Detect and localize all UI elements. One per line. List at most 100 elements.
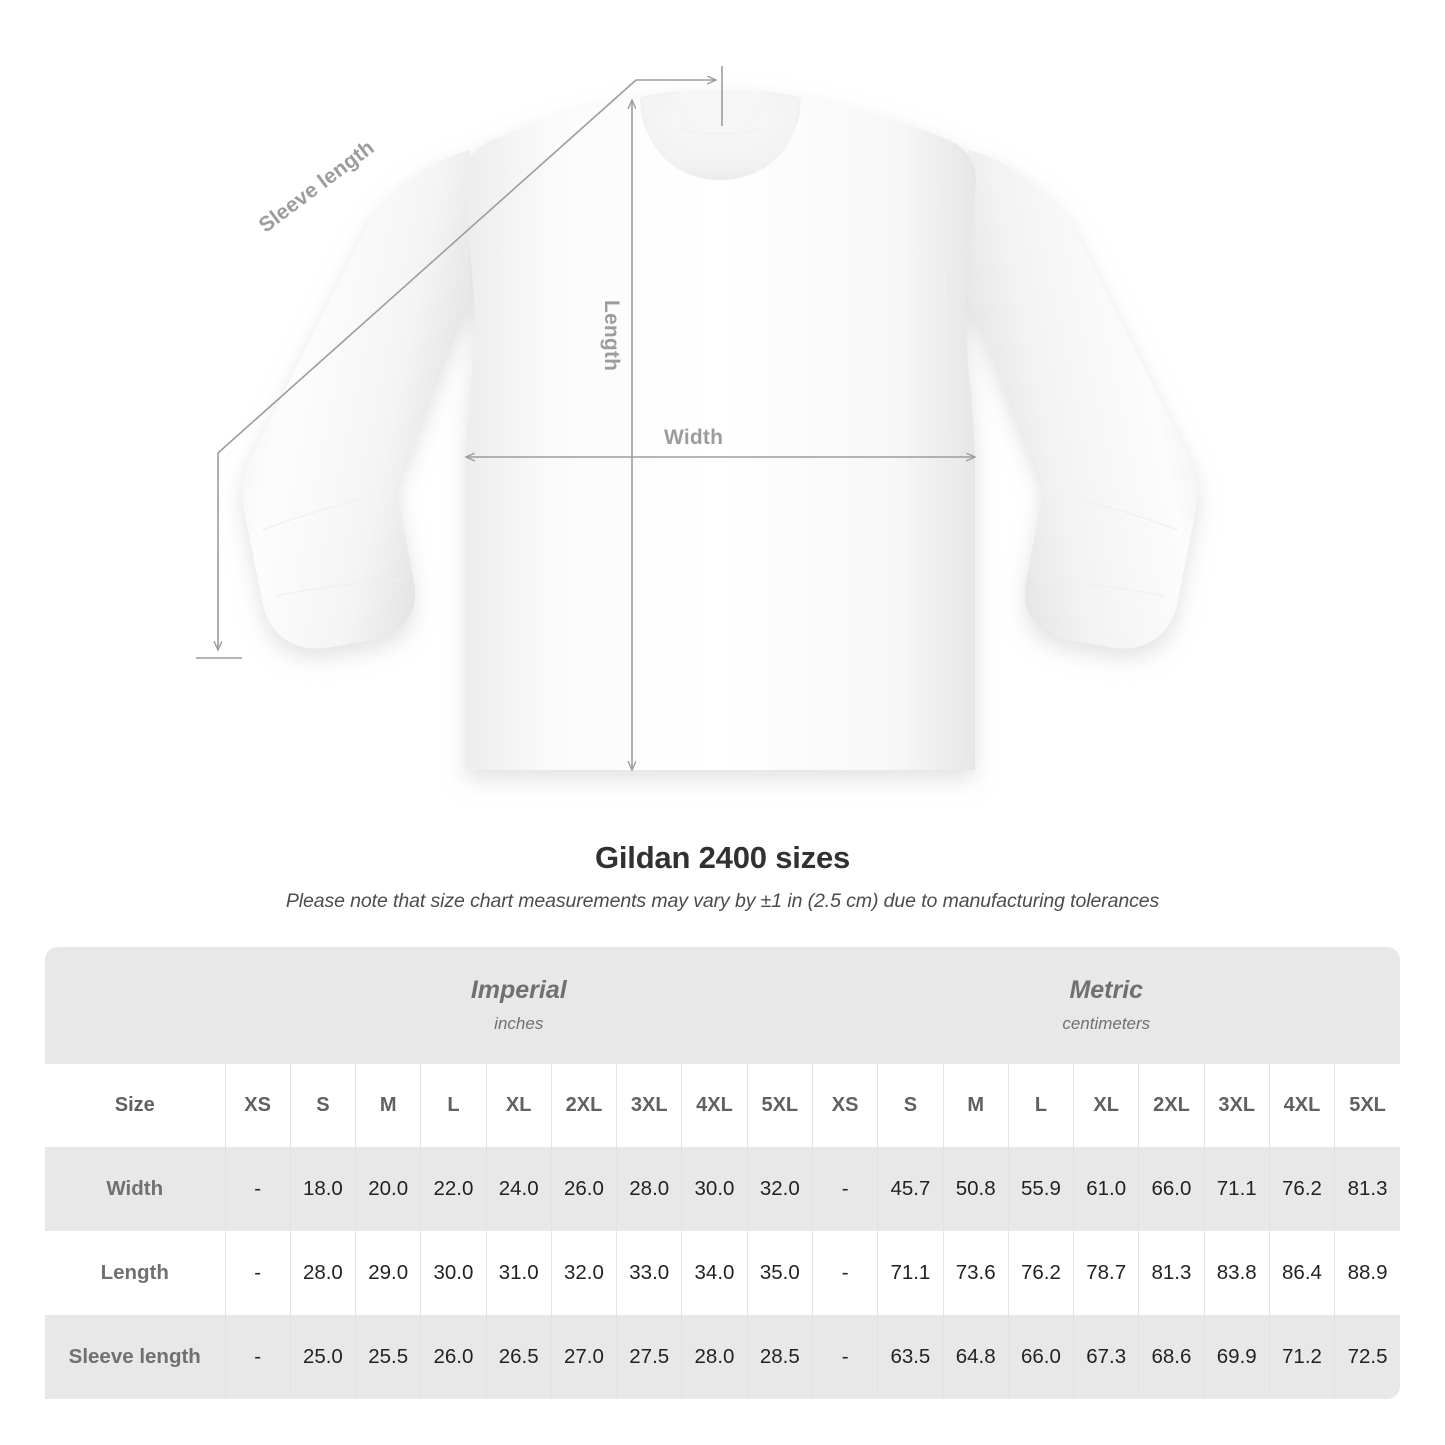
measurement-cell: 25.0	[289, 1315, 356, 1399]
size-header-cell: S	[877, 1064, 944, 1147]
size-header-cell: XS	[224, 1064, 291, 1147]
size-header-cell: M	[355, 1064, 421, 1147]
size-chart-table: Imperial inches Metric centimeters Size X…	[45, 947, 1401, 1399]
title-block: Gildan 2400 sizes Please note that size …	[0, 840, 1445, 913]
measurement-cell: 35.0	[746, 1231, 813, 1315]
shirt-shape	[242, 90, 1198, 770]
length-label: Length	[600, 300, 623, 372]
measurement-cell: -	[224, 1231, 291, 1315]
tolerance-note: Please note that size chart measurements…	[285, 890, 1160, 912]
sleeve-length-dimension-line	[196, 66, 723, 659]
measurement-cell: 69.9	[1203, 1315, 1270, 1399]
measurement-cell: 78.7	[1073, 1231, 1139, 1315]
measurement-cell: 55.9	[1007, 1147, 1074, 1231]
size-header-cell: M	[942, 1064, 1009, 1147]
size-header-cell: 2XL	[550, 1064, 617, 1147]
size-header-cell: XS	[811, 1064, 878, 1147]
measurement-cell: 71.2	[1268, 1315, 1335, 1399]
size-column-header: Size	[45, 1064, 225, 1147]
row-label: Width	[45, 1147, 225, 1231]
measurement-cell: 18.0	[289, 1147, 356, 1231]
measurement-cell: 28.0	[289, 1231, 356, 1315]
size-header-cell: 4XL	[681, 1064, 748, 1147]
size-header-cell: 4XL	[1268, 1064, 1335, 1147]
measurement-cell: 61.0	[1073, 1147, 1139, 1231]
measurement-cell: 30.0	[681, 1147, 748, 1231]
size-chart-table-wrapper: Imperial inches Metric centimeters Size X…	[45, 947, 1401, 1399]
unit-header-row: Imperial inches Metric centimeters	[45, 947, 1401, 1064]
measurement-cell: 64.8	[942, 1315, 1009, 1399]
measurement-cell: -	[224, 1147, 291, 1231]
measurement-cell: -	[811, 1315, 878, 1399]
size-header-cell: 5XL	[746, 1064, 813, 1147]
table-row: Sleeve length -25.0 25.5 26.0 26.5 27.0 27.5 28…	[45, 1315, 1401, 1399]
measurement-cell: 26.0	[550, 1147, 617, 1231]
unit-name-metric: Metric	[1069, 976, 1144, 1005]
measurement-cell: 45.7	[877, 1147, 944, 1231]
measurement-cell: 71.1	[1203, 1147, 1270, 1231]
size-header-cell: 5XL	[1334, 1064, 1401, 1147]
measurement-cell: 34.0	[681, 1231, 748, 1315]
measurement-cell: 27.0	[550, 1315, 617, 1399]
measurement-cell: 81.3	[1334, 1147, 1401, 1231]
measurement-cell: 28.0	[616, 1147, 682, 1231]
measurement-cell: 72.5	[1334, 1315, 1401, 1399]
measurement-cell: 32.0	[550, 1231, 617, 1315]
measurement-cell: 81.3	[1138, 1231, 1205, 1315]
unit-band-imperial: Imperial inches	[225, 947, 813, 1064]
measurement-cell: 50.8	[942, 1147, 1009, 1231]
row-label: Length	[45, 1231, 225, 1315]
measurement-cell: 26.0	[420, 1315, 487, 1399]
unit-sub-metric: centimeters	[1062, 1013, 1151, 1033]
garment-diagram: Sleeve length Length Width	[196, 66, 1198, 830]
size-header-cell: 3XL	[1203, 1064, 1270, 1147]
unit-name-imperial: Imperial	[470, 976, 567, 1005]
size-header-cell: S	[289, 1064, 356, 1147]
row-label: Sleeve length	[45, 1315, 225, 1399]
measurement-cell: 22.0	[420, 1147, 487, 1231]
table-row: Width -18.0 20.0 22.0 24.0 26.0 28.0 30.0 32.0-4…	[45, 1147, 1401, 1231]
measurement-cell: 63.5	[877, 1315, 944, 1399]
fabric-folds	[261, 127, 1179, 597]
measurement-cell: 29.0	[355, 1231, 421, 1315]
measurement-cell: 88.9	[1334, 1231, 1401, 1315]
size-header-row: Size XS S M L XL 2XL 3XL 4XL 5XL XS S M L XL 2XL 3XL 4XL 5…	[45, 1064, 1401, 1147]
unit-sub-imperial: inches	[494, 1013, 544, 1033]
measurement-cell: 28.0	[681, 1315, 748, 1399]
size-header-cell: L	[420, 1064, 487, 1147]
unit-band-metric: Metric centimeters	[812, 947, 1401, 1064]
measurement-cell: -	[811, 1231, 878, 1315]
measurement-cell: 32.0	[746, 1147, 813, 1231]
measurement-cell: 30.0	[420, 1231, 487, 1315]
width-label: Width	[664, 426, 724, 449]
measurement-cell: 33.0	[616, 1231, 682, 1315]
garment-illustration	[196, 66, 1198, 830]
table-row: Length -28.0 29.0 30.0 31.0 32.0 33.0 34.0 35.0-…	[45, 1231, 1401, 1315]
measurement-cell: 20.0	[355, 1147, 421, 1231]
size-header-cell: XL	[485, 1064, 552, 1147]
measurement-cell: 76.2	[1268, 1147, 1335, 1231]
measurement-cell: 24.0	[485, 1147, 552, 1231]
measurement-cell: 71.1	[877, 1231, 944, 1315]
measurement-cell: 25.5	[355, 1315, 421, 1399]
unit-band-spacer	[45, 947, 225, 1064]
size-header-cell: XL	[1073, 1064, 1139, 1147]
measurement-cell: 83.8	[1203, 1231, 1270, 1315]
size-header-cell: L	[1007, 1064, 1074, 1147]
measurement-cell: 67.3	[1073, 1315, 1139, 1399]
measurement-cell: 26.5	[485, 1315, 552, 1399]
measurement-cell: 68.6	[1138, 1315, 1205, 1399]
page-title: Gildan 2400 sizes	[594, 840, 851, 875]
measurement-cell: 31.0	[485, 1231, 552, 1315]
measurement-cell: 86.4	[1268, 1231, 1335, 1315]
measurement-cell: 73.6	[942, 1231, 1009, 1315]
measurement-cell: 66.0	[1138, 1147, 1205, 1231]
measurement-cell: 76.2	[1007, 1231, 1074, 1315]
measurement-cell: 28.5	[746, 1315, 813, 1399]
measurement-cell: 27.5	[616, 1315, 682, 1399]
size-header-cell: 2XL	[1138, 1064, 1205, 1147]
measurement-cell: -	[811, 1147, 878, 1231]
measurement-cell: 66.0	[1007, 1315, 1074, 1399]
measurement-cell: -	[224, 1315, 291, 1399]
size-header-cell: 3XL	[616, 1064, 682, 1147]
